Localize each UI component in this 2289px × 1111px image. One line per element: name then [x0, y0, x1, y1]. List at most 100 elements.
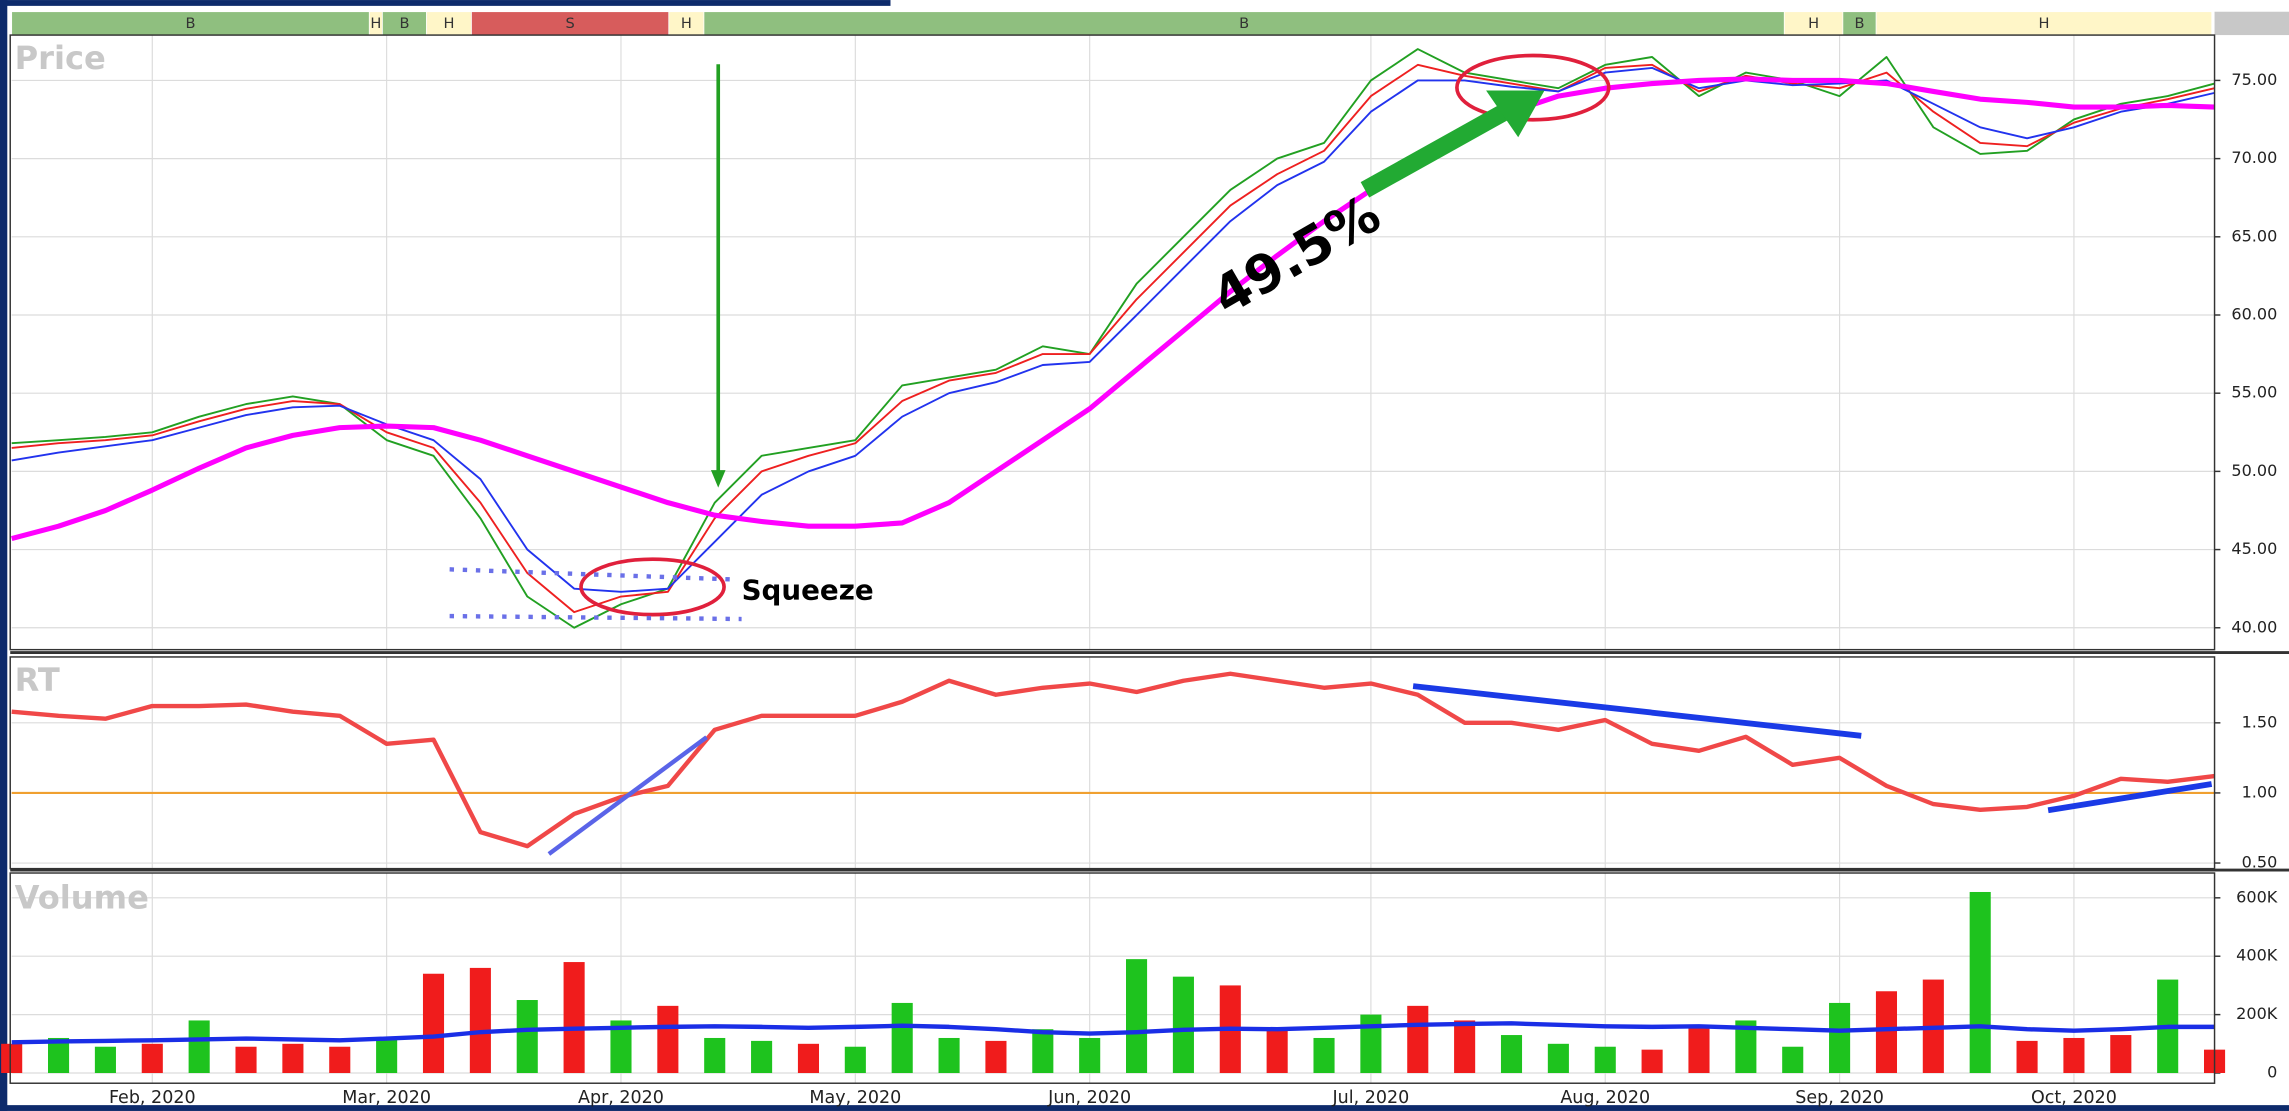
y-tick-label: 50.00	[2231, 461, 2277, 480]
volume-bar	[1, 1043, 23, 1074]
volume-bar	[1360, 1014, 1382, 1074]
x-tick-label: Aug, 2020	[1560, 1088, 1650, 1108]
dotted-band	[449, 567, 738, 582]
trend-line	[547, 735, 708, 856]
volume-bar	[891, 1002, 913, 1074]
volume-bar	[1313, 1037, 1335, 1074]
arrow-shaft	[1360, 104, 1508, 198]
volume-bar	[985, 1040, 1007, 1074]
plot-layer: B H B H S H B H B H Feb, 2020 Mar, 2020 Apr, 2020 May…	[1, 11, 2278, 1108]
series-line	[11, 76, 2215, 542]
signal-label: B	[1855, 15, 1865, 32]
dotted-band	[449, 613, 742, 622]
volume-bar	[2110, 1035, 2132, 1074]
series-line	[11, 671, 2215, 849]
price-frame	[9, 34, 2216, 651]
squeeze-circle	[579, 557, 726, 617]
volume-bar	[1735, 1020, 1757, 1074]
y-tick-label: 45.00	[2231, 539, 2277, 558]
y-tick-label: 1.00	[2242, 782, 2278, 801]
volume-bar	[469, 967, 491, 1074]
annotation-text: Squeeze	[742, 573, 874, 606]
y-tick-label: 600K	[2236, 887, 2278, 906]
volume-bar	[1782, 1046, 1804, 1074]
volume-bar	[2016, 1040, 2038, 1074]
y-tick-label: 60.00	[2231, 304, 2277, 323]
trend-line	[1412, 683, 1862, 739]
signal-label: H	[1808, 15, 1819, 32]
volume-bar	[1500, 1035, 1523, 1074]
peak-circle	[1455, 53, 1611, 122]
signal-label: H	[681, 15, 692, 32]
volume-bar	[563, 962, 585, 1074]
volume-bar	[1126, 959, 1148, 1074]
volume-bar	[1641, 1049, 1663, 1074]
volume-frame	[9, 872, 2216, 1084]
volume-bar	[704, 1037, 726, 1074]
volume-bar	[1829, 1002, 1851, 1074]
y-tick-label: 0	[2267, 1063, 2277, 1082]
volume-bar	[1969, 891, 1991, 1074]
arrow-head	[1486, 90, 1545, 138]
volume-bar	[1688, 1026, 1710, 1074]
signal-label: B	[185, 15, 195, 32]
panel-title: Volume	[15, 878, 149, 916]
trend-line	[2047, 781, 2213, 814]
y-tick-label: 40.00	[2231, 617, 2277, 636]
y-tick-label: 55.00	[2231, 383, 2277, 402]
x-tick-label: Jul, 2020	[1332, 1088, 1410, 1108]
volume-bar	[797, 1043, 820, 1074]
volume-bar	[844, 1046, 866, 1074]
x-tick-label: Feb, 2020	[109, 1088, 196, 1108]
arrow-head	[710, 470, 726, 488]
x-tick-label: Mar, 2020	[342, 1088, 431, 1108]
volume-bar	[94, 1046, 116, 1074]
volume-bar	[1079, 1037, 1101, 1074]
y-tick-label: 1.50	[2242, 712, 2278, 731]
frame-bottom	[0, 1105, 2289, 1111]
volume-bar	[1172, 976, 1194, 1074]
y-tick-label: 400K	[2236, 946, 2278, 965]
signal-label: B	[1239, 15, 1249, 32]
volume-bar	[1875, 991, 1898, 1074]
x-tick-label: Apr, 2020	[578, 1088, 664, 1108]
volume-bar	[1594, 1046, 1616, 1074]
volume-bar	[48, 1037, 70, 1074]
volume-bar	[329, 1046, 351, 1074]
volume-bar	[1547, 1043, 1569, 1074]
x-tick-label: May, 2020	[809, 1088, 901, 1108]
signal-label: S	[565, 15, 574, 32]
x-tick-label: Oct, 2020	[2031, 1088, 2117, 1108]
volume-bar	[1032, 1029, 1054, 1074]
volume-bar	[1266, 1029, 1288, 1074]
volume-bar	[235, 1046, 257, 1074]
panel-title: RT	[15, 661, 60, 699]
volume-bar	[1454, 1020, 1476, 1074]
volume-bar	[188, 1020, 210, 1074]
volume-bar	[282, 1043, 304, 1074]
x-tick-label: Sep, 2020	[1795, 1088, 1884, 1108]
signal-label: H	[2038, 15, 2049, 32]
volume-bar	[610, 1020, 632, 1074]
volume-bar	[2063, 1037, 2085, 1074]
frame-top	[0, 0, 891, 6]
y-tick-label: 75.00	[2231, 70, 2277, 89]
series-line	[11, 48, 2215, 629]
volume-bar	[751, 1040, 773, 1074]
signal-label: H	[443, 15, 454, 32]
frame-left	[0, 0, 8, 1111]
volume-bar	[376, 1037, 398, 1074]
series-line	[11, 1021, 2215, 1045]
y-tick-label: 200K	[2236, 1004, 2278, 1023]
volume-bar	[1407, 1005, 1429, 1074]
volume-bar	[657, 1005, 679, 1074]
panel-title: Price	[15, 39, 106, 77]
volume-bar	[516, 1000, 538, 1074]
y-tick-label: 65.00	[2231, 226, 2277, 245]
y-tick-label: 0.50	[2242, 853, 2278, 872]
signal-label: H	[370, 15, 381, 32]
x-tick-label: Jun, 2020	[1047, 1088, 1131, 1108]
